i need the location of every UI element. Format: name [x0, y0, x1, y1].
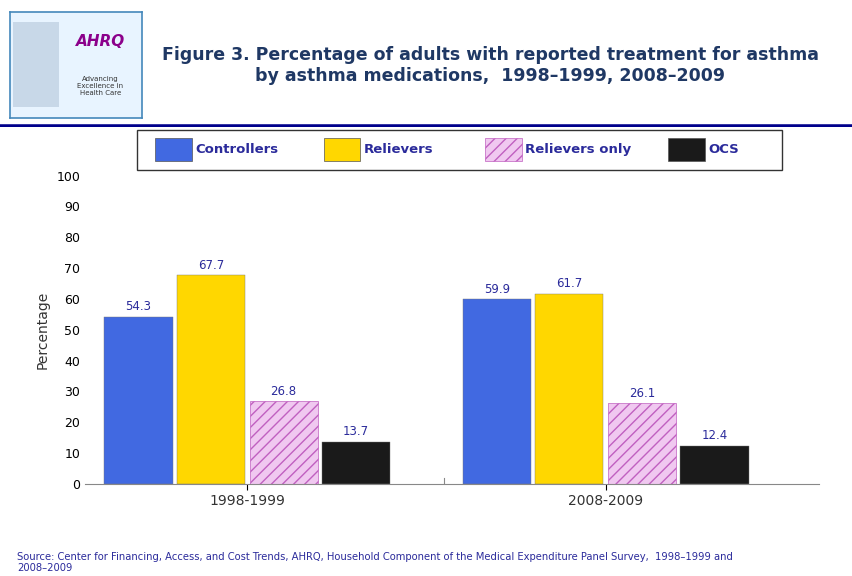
Text: 13.7: 13.7	[343, 425, 369, 438]
Text: 67.7: 67.7	[198, 259, 224, 271]
Text: Source: Center for Financing, Access, and Cost Trends, AHRQ, Household Component: Source: Center for Financing, Access, an…	[17, 552, 732, 573]
Bar	[462, 300, 530, 484]
Bar	[104, 316, 172, 484]
Bar	[155, 138, 192, 161]
Text: OCS: OCS	[708, 143, 739, 156]
Bar	[324, 138, 360, 161]
Text: AHRQ: AHRQ	[76, 34, 124, 49]
Bar	[485, 138, 521, 161]
Text: 54.3: 54.3	[125, 300, 152, 313]
Text: Figure 3. Percentage of adults with reported treatment for asthma
by asthma medi: Figure 3. Percentage of adults with repo…	[162, 46, 818, 85]
Bar	[668, 138, 705, 161]
Text: Relievers: Relievers	[364, 143, 433, 156]
Text: 26.1: 26.1	[628, 386, 654, 400]
Bar	[321, 442, 389, 484]
Bar	[680, 446, 748, 484]
Text: 59.9: 59.9	[483, 283, 509, 295]
Text: Advancing
Excellence in
Health Care: Advancing Excellence in Health Care	[77, 76, 123, 96]
Text: Controllers: Controllers	[195, 143, 278, 156]
Bar	[13, 22, 59, 107]
Bar	[249, 401, 317, 484]
Text: 26.8: 26.8	[270, 385, 296, 397]
Bar	[535, 294, 603, 484]
Bar	[607, 403, 675, 484]
Text: 12.4: 12.4	[700, 429, 727, 442]
Bar	[176, 275, 245, 484]
Y-axis label: Percentage: Percentage	[36, 291, 49, 369]
Text: 61.7: 61.7	[556, 277, 582, 290]
Text: Relievers only: Relievers only	[525, 143, 630, 156]
Bar	[136, 130, 781, 170]
